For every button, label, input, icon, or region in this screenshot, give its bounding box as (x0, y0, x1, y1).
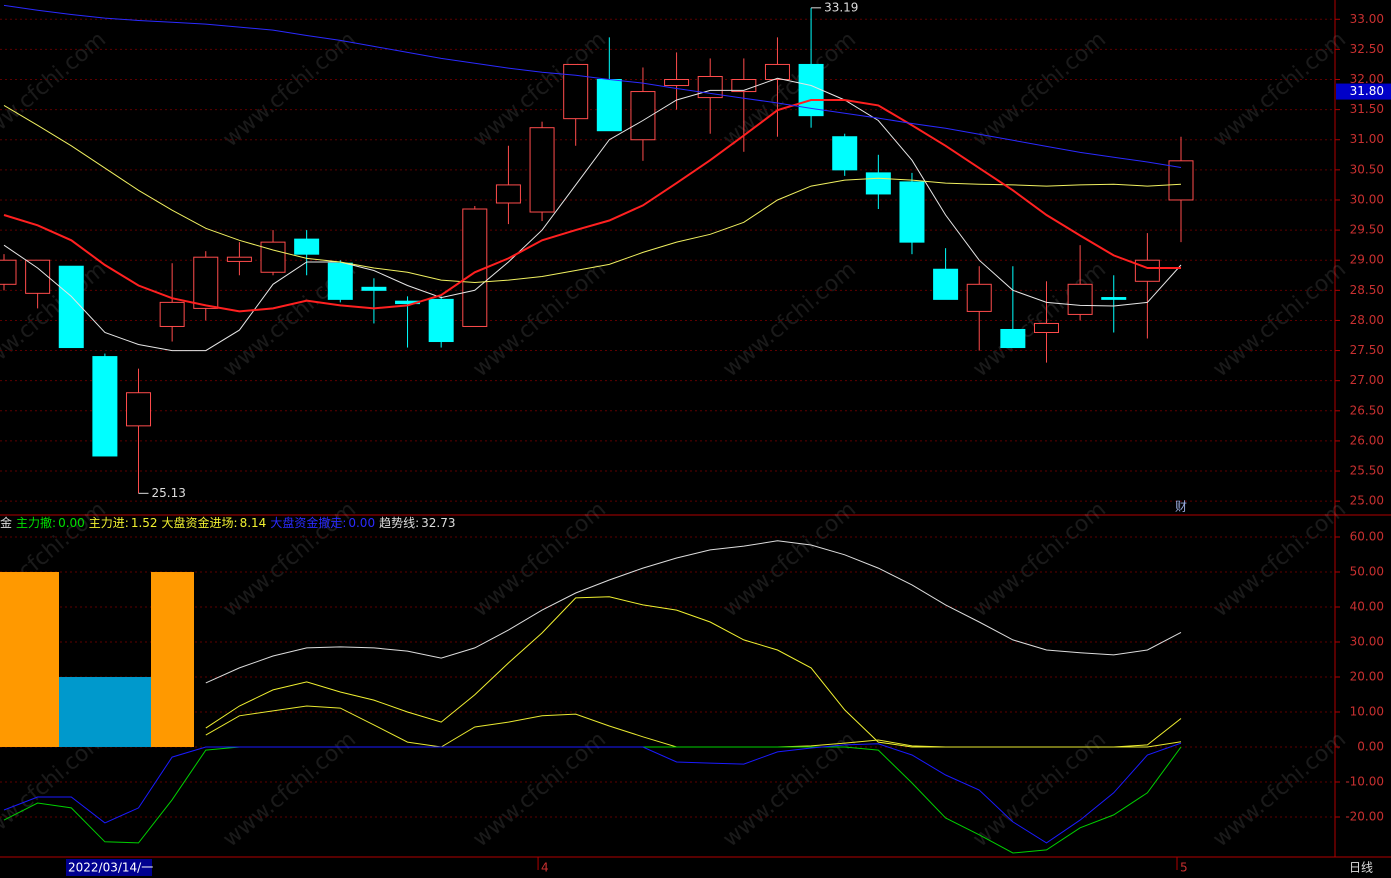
y-tick-label: 31.50 (1350, 102, 1384, 116)
y-tick-label: 28.50 (1350, 283, 1384, 297)
y-tick-label: 32.50 (1350, 42, 1384, 56)
candle-body (361, 286, 387, 291)
y-tick-label: 10.00 (1350, 704, 1384, 718)
candle-body (495, 184, 521, 204)
y-tick-label: 60.00 (1350, 529, 1384, 543)
candle-body (126, 392, 152, 427)
x-tick-label: 2022/03/14/一 (68, 861, 153, 875)
candle-body (294, 238, 320, 255)
y-tick-label: 28.00 (1350, 313, 1384, 327)
line-series (205, 540, 1182, 684)
y-tick-label: 29.50 (1350, 223, 1384, 237)
y-tick-label: 30.00 (1350, 634, 1384, 648)
legend-prefix: 金 (0, 516, 13, 530)
candle-body (25, 259, 51, 294)
candle-body (764, 63, 790, 81)
candle-body (899, 181, 925, 243)
candle-body (327, 262, 353, 300)
candle-body (596, 79, 622, 132)
price-marker (1336, 83, 1391, 100)
y-tick-label: 50.00 (1350, 564, 1384, 578)
candle-body (159, 301, 185, 327)
candle-body (664, 79, 690, 87)
y-tick-label: -10.00 (1345, 774, 1384, 788)
candle-body (832, 136, 858, 171)
x-tick-label: 4 (541, 861, 549, 875)
candle-body (226, 256, 252, 262)
price-marker-label: 31.80 (1350, 84, 1384, 98)
legend-label: 主力进: (88, 516, 129, 530)
y-tick-label: 20.00 (1350, 669, 1384, 683)
bar (151, 571, 194, 747)
date-box (66, 859, 152, 876)
y-tick-label: 30.00 (1350, 192, 1384, 206)
candle-body (1033, 322, 1059, 333)
line-series (3, 77, 1182, 352)
legend-value: 1.52 (130, 516, 158, 530)
candle-body (1101, 297, 1127, 300)
y-tick-label: 27.00 (1350, 373, 1384, 387)
candle-body (529, 127, 555, 213)
y-tick-label: 29.00 (1350, 253, 1384, 267)
legend-label: 趋势线: (379, 516, 420, 530)
y-tick-label: 32.00 (1350, 72, 1384, 86)
candle-body (731, 79, 757, 93)
y-tick-label: 31.00 (1350, 132, 1384, 146)
legend-value: 32.73 (421, 516, 456, 530)
period-label: 日线 (1349, 861, 1373, 875)
candle-body (462, 208, 488, 327)
candle-body (933, 268, 959, 300)
candle-body (193, 256, 219, 309)
y-tick-label: 25.00 (1350, 494, 1384, 508)
line-series (3, 99, 1181, 313)
y-tick-label: 33.00 (1350, 12, 1384, 26)
candle-body (92, 356, 118, 457)
line-series (3, 742, 1182, 844)
candle-body (966, 283, 992, 312)
extreme-label: 33.19 (824, 0, 858, 14)
extreme-label: 25.13 (152, 486, 186, 500)
y-tick-label: 27.50 (1350, 343, 1384, 357)
candle-body (58, 265, 84, 349)
candle-body (428, 298, 454, 343)
legend-label: 大盘资金进场: (161, 516, 238, 530)
y-tick-label: 25.50 (1350, 464, 1384, 478)
y-tick-label: -20.00 (1345, 809, 1384, 823)
legend-value: 0.00 (58, 516, 85, 530)
line-series (3, 104, 1182, 284)
x-tick-label: 5 (1180, 861, 1188, 875)
candle-body (0, 259, 17, 285)
candle-body (1168, 160, 1194, 201)
legend-label: 大盘资金撤走: (270, 516, 347, 530)
candle-body (1000, 328, 1026, 349)
candle-body (260, 241, 286, 273)
marker-icon: 财 (1175, 500, 1187, 514)
candle-body (563, 63, 589, 120)
y-tick-label: 26.50 (1350, 403, 1384, 417)
y-tick-label: 26.00 (1350, 433, 1384, 447)
candle-body (1134, 259, 1160, 282)
bar (0, 571, 59, 747)
legend-value: 0.00 (348, 516, 376, 530)
candle-body (630, 91, 656, 141)
legend-label: 主力撤: (16, 516, 57, 530)
bar (59, 676, 151, 747)
y-tick-label: 40.00 (1350, 599, 1384, 613)
indicator-legend: 金主力撤: 0.00 主力进: 1.52 大盘资金进场: 8.14 大盘资金撤走: 0.00 趋… (0, 515, 459, 531)
y-tick-label: 0.00 (1357, 739, 1384, 753)
candle-body (865, 172, 891, 195)
y-tick-label: 30.50 (1350, 162, 1384, 176)
legend-value: 8.14 (239, 516, 267, 530)
candle-body (1067, 283, 1093, 315)
line-series (3, 4, 1182, 168)
